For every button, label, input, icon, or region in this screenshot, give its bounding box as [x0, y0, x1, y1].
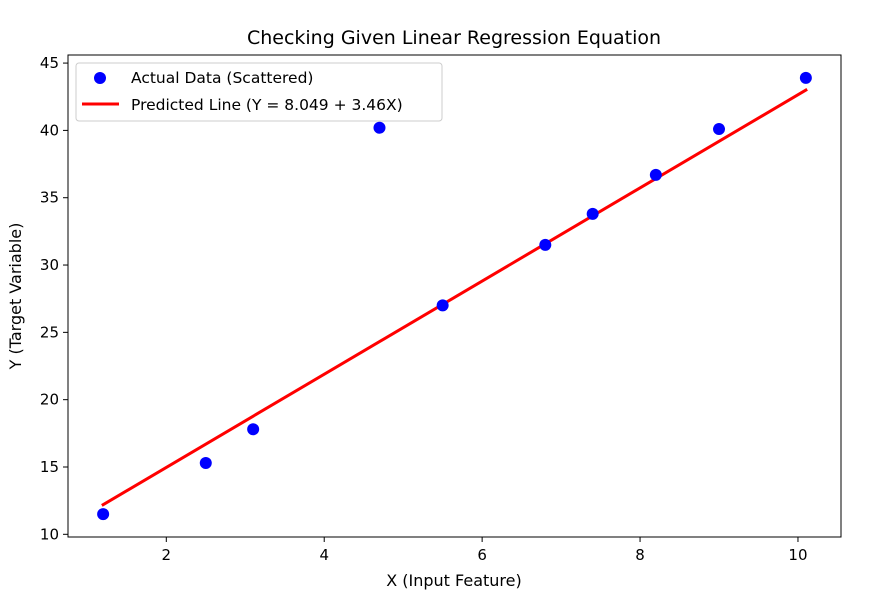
x-tick-label: 8 [635, 546, 645, 564]
x-axis-ticks: 2 4 6 8 10 [162, 537, 808, 564]
x-axis-label: X (Input Feature) [386, 571, 522, 590]
predicted-line [101, 88, 808, 507]
y-tick-label: 15 [40, 458, 59, 476]
y-tick-label: 30 [40, 256, 59, 274]
data-point [97, 508, 110, 521]
legend-label-predicted-line: Predicted Line (Y = 8.049 + 3.46X) [131, 96, 403, 114]
x-tick-label: 10 [788, 546, 807, 564]
y-tick-label: 40 [40, 121, 59, 139]
y-tick-label: 10 [40, 525, 59, 543]
legend: Actual Data (Scattered) Predicted Line (… [75, 62, 443, 122]
y-tick-label: 20 [40, 391, 59, 409]
data-point [799, 71, 812, 84]
y-tick-label: 45 [40, 54, 59, 72]
data-point [649, 168, 662, 181]
x-tick-label: 6 [477, 546, 487, 564]
actual-data-series [97, 71, 812, 521]
y-axis-ticks: 10 15 20 25 30 35 40 45 [40, 54, 68, 543]
data-point [199, 456, 212, 469]
legend-label-actual-data: Actual Data (Scattered) [131, 69, 313, 87]
y-tick-label: 25 [40, 323, 59, 341]
chart-title: Checking Given Linear Regression Equatio… [247, 27, 661, 49]
x-tick-label: 4 [319, 546, 329, 564]
legend-box [75, 62, 443, 122]
plot-area: 2 4 6 8 10 10 15 20 25 30 35 40 45 [40, 54, 842, 564]
data-point [436, 299, 449, 312]
plot-frame [67, 54, 842, 538]
y-tick-label: 35 [40, 189, 59, 207]
predicted-line-series [101, 88, 808, 507]
legend-marker-actual-data [94, 72, 106, 84]
x-tick-label: 2 [162, 546, 172, 564]
data-point [586, 207, 599, 220]
data-point [713, 123, 726, 136]
data-point [247, 423, 260, 436]
data-point [373, 121, 386, 134]
y-axis-label: Y (Target Variable) [6, 223, 25, 371]
data-point [539, 238, 552, 251]
